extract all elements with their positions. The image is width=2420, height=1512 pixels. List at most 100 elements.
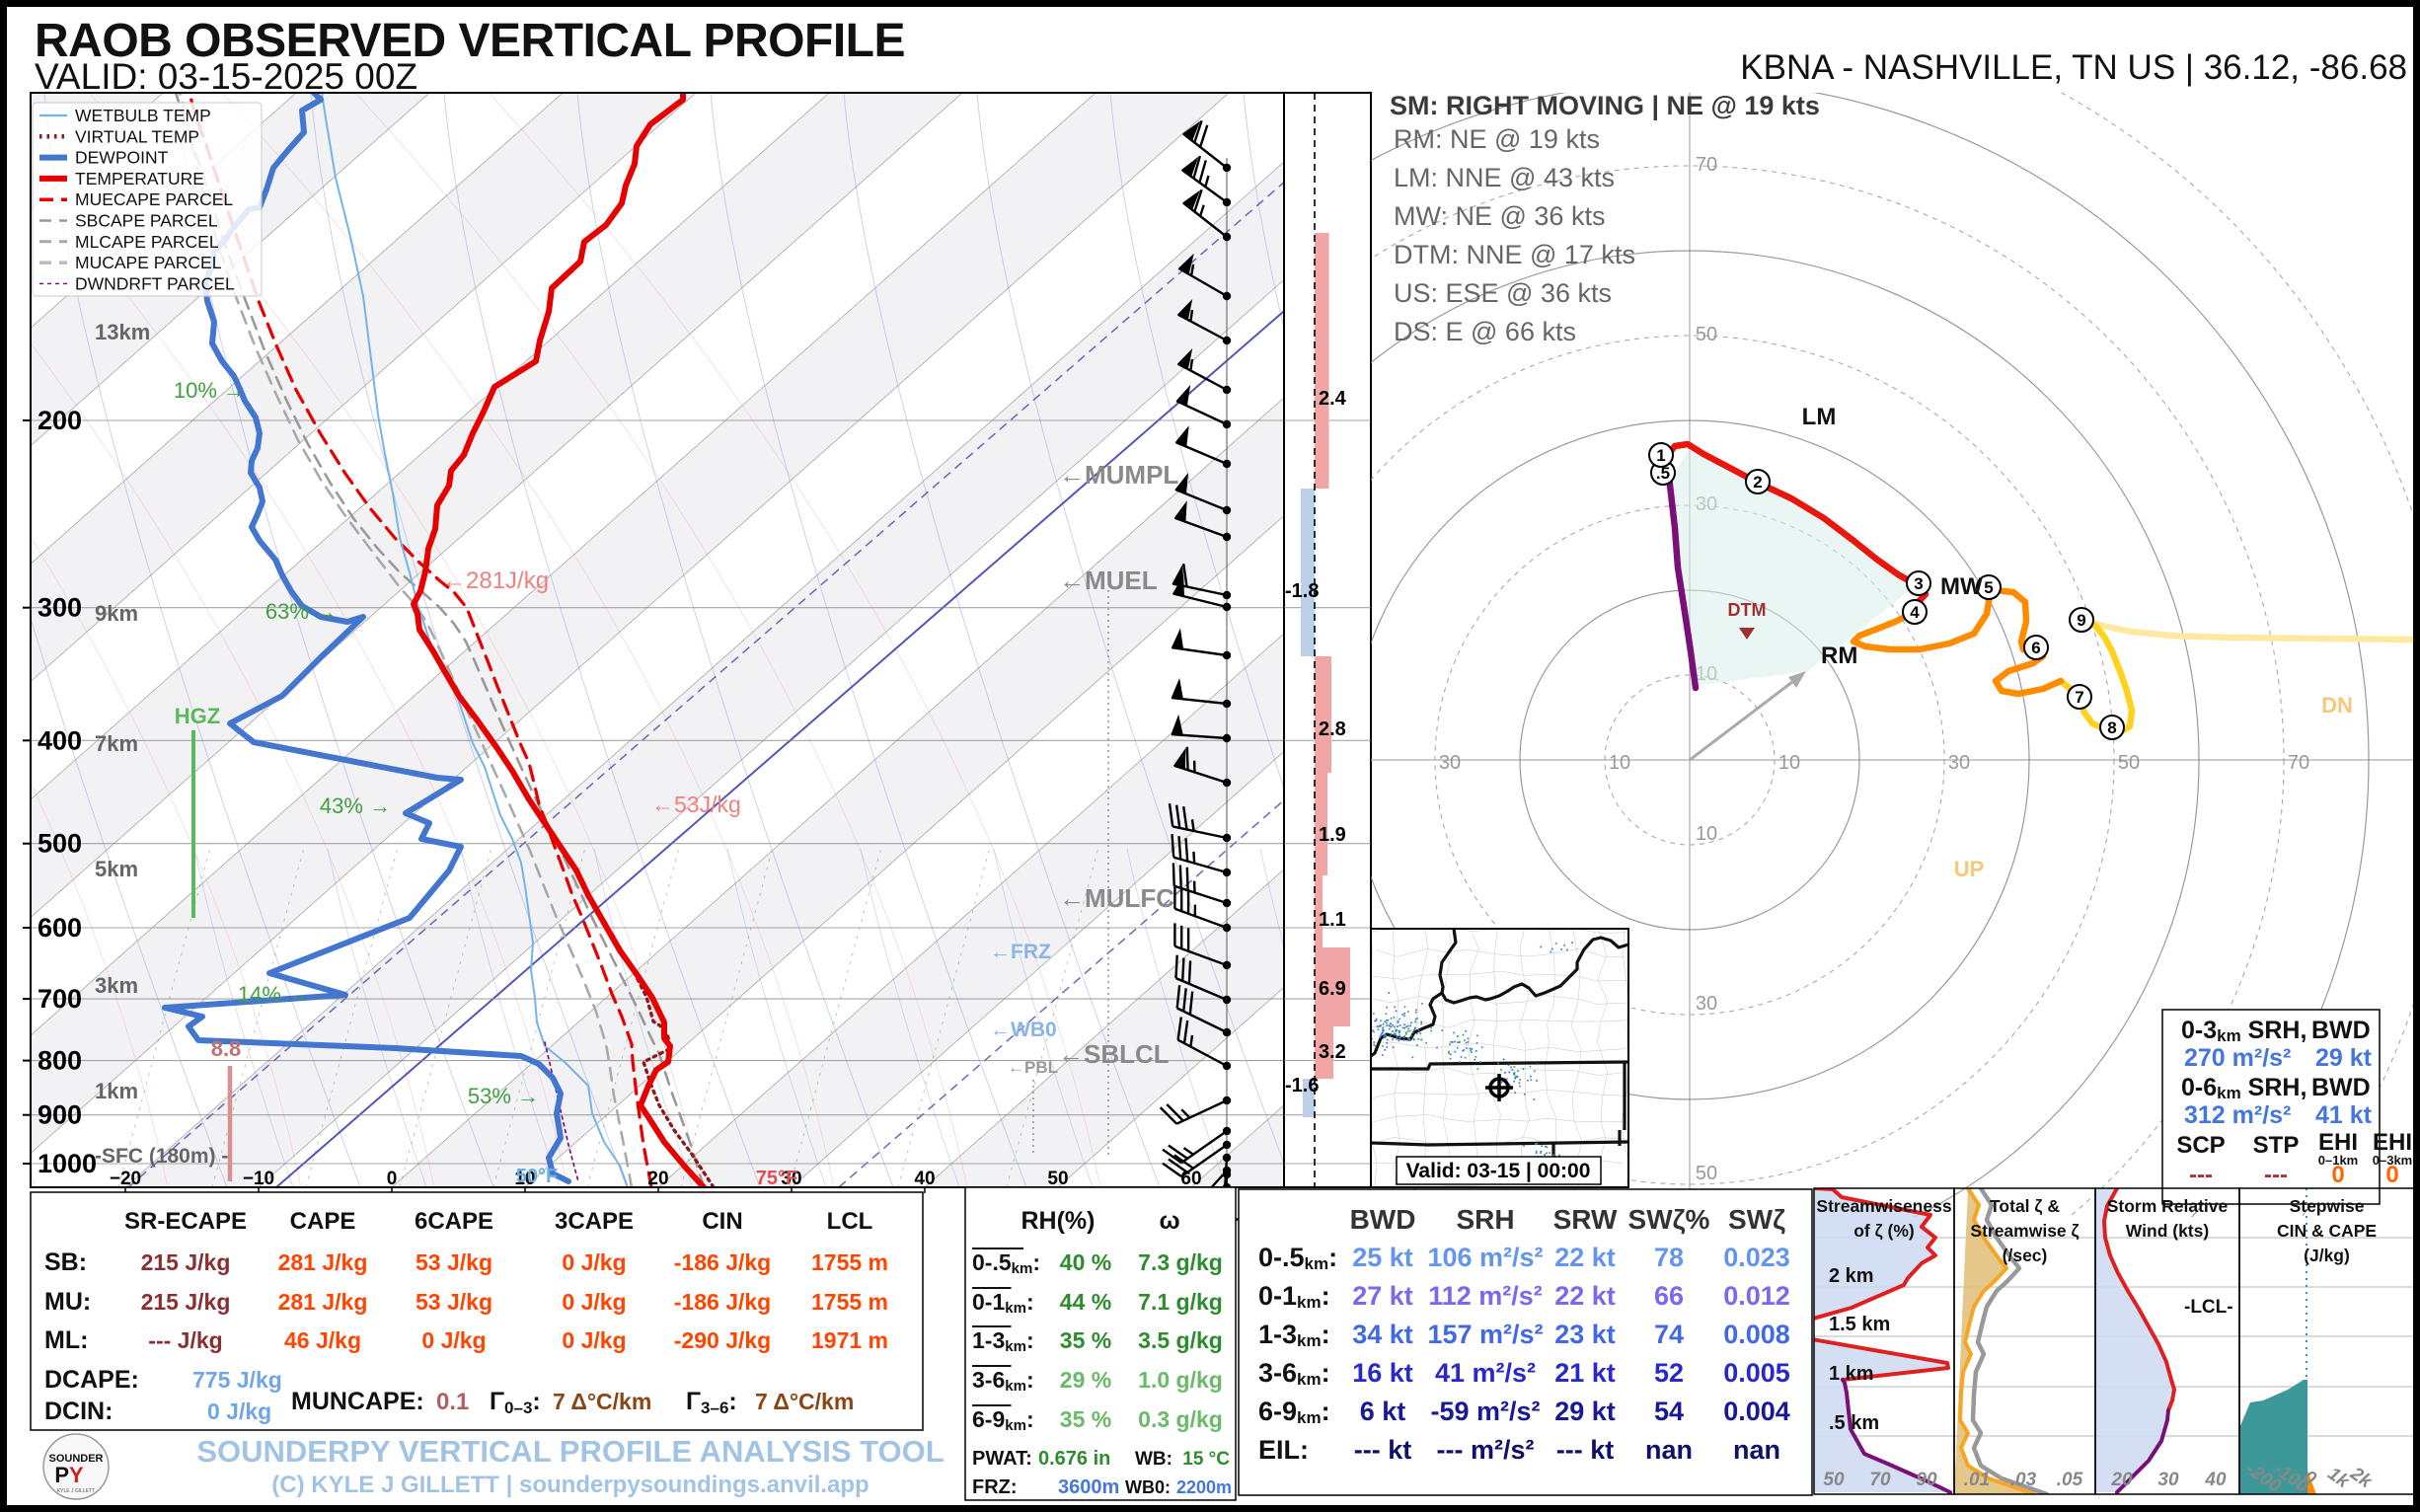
svg-text:DTM: DTM xyxy=(1728,600,1767,620)
svg-text:14% →: 14% → xyxy=(238,982,309,1007)
svg-text:MU:: MU: xyxy=(44,1288,91,1316)
svg-text:1971 m: 1971 m xyxy=(811,1327,888,1353)
svg-text:40 %: 40 % xyxy=(1060,1249,1111,1275)
svg-text:Streamwise ζ: Streamwise ζ xyxy=(1970,1221,2079,1242)
svg-text:2.8: 2.8 xyxy=(1319,718,1346,740)
svg-text:2200m: 2200m xyxy=(1176,1477,1232,1497)
svg-text:-59 m²/s²: -59 m²/s² xyxy=(1430,1397,1540,1426)
svg-text:35 %: 35 % xyxy=(1060,1327,1111,1353)
svg-text:←281J/kg: ←281J/kg xyxy=(442,567,549,594)
svg-text:43% →: 43% → xyxy=(320,794,391,818)
svg-text:EHI: EHI xyxy=(2373,1129,2412,1156)
svg-text:HGZ: HGZ xyxy=(175,704,220,728)
svg-text:29 kt: 29 kt xyxy=(2315,1044,2373,1072)
svg-text:0: 0 xyxy=(387,1169,398,1189)
svg-text:3CAPE: 3CAPE xyxy=(555,1208,634,1235)
svg-text:0-.5km:: 0-.5km: xyxy=(1258,1243,1337,1273)
svg-text:←53J/kg: ←53J/kg xyxy=(651,792,741,817)
svg-text:FRZ:: FRZ: xyxy=(972,1476,1018,1498)
svg-text:7: 7 xyxy=(2075,688,2083,707)
svg-text:29 %: 29 % xyxy=(1060,1367,1111,1393)
svg-text:50: 50 xyxy=(1696,324,1717,345)
svg-text:500: 500 xyxy=(38,829,82,859)
svg-text:Streamwiseness: Streamwiseness xyxy=(1816,1196,1951,1216)
svg-text:13km: 13km xyxy=(95,320,150,344)
svg-text:BWD: BWD xyxy=(1350,1204,1416,1235)
svg-text:34 kt: 34 kt xyxy=(1352,1320,1413,1349)
svg-text:900: 900 xyxy=(38,1100,82,1130)
svg-text:CIN & CAPE: CIN & CAPE xyxy=(2277,1221,2377,1241)
svg-text:30: 30 xyxy=(2157,1470,2179,1490)
svg-text:SR-ECAPE: SR-ECAPE xyxy=(124,1208,247,1235)
svg-text:MW: MW xyxy=(1940,573,1983,600)
svg-text:46 J/kg: 46 J/kg xyxy=(284,1327,361,1353)
svg-text:3: 3 xyxy=(1914,574,1923,593)
svg-text:SB:: SB: xyxy=(44,1248,87,1276)
svg-text:Storm Relative: Storm Relative xyxy=(2107,1196,2229,1216)
svg-text:0.004: 0.004 xyxy=(1723,1397,1790,1426)
svg-text:.5 km: .5 km xyxy=(1829,1412,1879,1434)
svg-text:10: 10 xyxy=(514,1169,535,1189)
svg-text:6.9: 6.9 xyxy=(1319,978,1346,1000)
svg-text:DEWPOINT: DEWPOINT xyxy=(75,148,169,168)
svg-text:DWNDRFT PARCEL: DWNDRFT PARCEL xyxy=(75,273,235,293)
svg-text:LM: LM xyxy=(1802,404,1837,430)
svg-text:5km: 5km xyxy=(95,857,138,881)
svg-text:--- kt: --- kt xyxy=(1556,1435,1614,1465)
svg-text:0-.5km:: 0-.5km: xyxy=(972,1249,1040,1277)
svg-text:---: --- xyxy=(2189,1162,2213,1188)
svg-text:40: 40 xyxy=(914,1169,935,1189)
svg-text:30: 30 xyxy=(1439,752,1461,774)
svg-text:EHI: EHI xyxy=(2318,1129,2358,1156)
svg-text:--- kt: --- kt xyxy=(1354,1435,1411,1465)
svg-text:66: 66 xyxy=(1654,1281,1684,1311)
svg-text:UP: UP xyxy=(1954,857,1985,881)
svg-text:52: 52 xyxy=(1654,1358,1684,1388)
svg-text:0 J/kg: 0 J/kg xyxy=(562,1249,626,1275)
svg-text:0–3km: 0–3km xyxy=(2373,1153,2412,1168)
svg-text:--- J/kg: --- J/kg xyxy=(148,1327,222,1353)
svg-text:30: 30 xyxy=(781,1169,801,1189)
svg-text:Wind (kts): Wind (kts) xyxy=(2126,1221,2209,1241)
svg-text:SCP: SCP xyxy=(2176,1132,2225,1159)
svg-text:50°F: 50°F xyxy=(516,1166,558,1187)
svg-text:MW: NE @ 36 kts: MW: NE @ 36 kts xyxy=(1394,201,1605,231)
svg-text:of ζ (%): of ζ (%) xyxy=(1853,1221,1915,1242)
svg-text:0.676 in: 0.676 in xyxy=(1038,1448,1110,1470)
svg-text:-290 J/kg: -290 J/kg xyxy=(674,1327,771,1353)
svg-text:0-3km SRH,: 0-3km SRH, xyxy=(2181,1017,2307,1045)
svg-text:VALID: 03-15-2025 00Z: VALID: 03-15-2025 00Z xyxy=(35,56,417,97)
svg-text:800: 800 xyxy=(38,1046,82,1076)
svg-text:ML:: ML: xyxy=(44,1326,88,1354)
svg-text:281 J/kg: 281 J/kg xyxy=(278,1289,368,1315)
svg-text:(J/kg): (J/kg) xyxy=(2304,1246,2350,1265)
svg-text:Total ζ &: Total ζ & xyxy=(1990,1196,2060,1217)
svg-text:1.1: 1.1 xyxy=(1319,909,1346,931)
svg-text:RM: NE @ 19 kts: RM: NE @ 19 kts xyxy=(1394,124,1600,154)
svg-text:78: 78 xyxy=(1654,1243,1684,1272)
svg-text:(C) KYLE J GILLETT | sounderpy: (C) KYLE J GILLETT | sounderpysoundings.… xyxy=(271,1472,869,1498)
svg-text:50: 50 xyxy=(1696,1163,1717,1184)
svg-text:21 kt: 21 kt xyxy=(1554,1358,1616,1388)
svg-text:WB:: WB: xyxy=(1135,1449,1172,1470)
svg-text:--- m²/s²: --- m²/s² xyxy=(1437,1435,1535,1465)
svg-text:112 m²/s²: 112 m²/s² xyxy=(1428,1281,1543,1311)
svg-text:0.008: 0.008 xyxy=(1723,1320,1790,1349)
svg-text:10% →: 10% → xyxy=(174,378,245,403)
svg-text:1.0 g/kg: 1.0 g/kg xyxy=(1138,1367,1223,1393)
svg-text:SWζ: SWζ xyxy=(1728,1204,1785,1235)
svg-text:Stepwise: Stepwise xyxy=(2290,1196,2365,1216)
svg-text:6: 6 xyxy=(2031,639,2040,657)
svg-text:---: --- xyxy=(2264,1162,2288,1188)
svg-text:7 Δ°C/km: 7 Δ°C/km xyxy=(553,1389,651,1414)
svg-text:BWD: BWD xyxy=(2311,1017,2371,1044)
svg-text:LM: NNE @ 43 kts: LM: NNE @ 43 kts xyxy=(1394,163,1615,192)
svg-text:(/sec): (/sec) xyxy=(2003,1246,2048,1265)
svg-text:CIN: CIN xyxy=(702,1208,742,1235)
svg-text:70: 70 xyxy=(2288,752,2309,774)
svg-text:600: 600 xyxy=(38,913,82,943)
svg-text:-186 J/kg: -186 J/kg xyxy=(674,1249,771,1275)
svg-text:0.3 g/kg: 0.3 g/kg xyxy=(1138,1406,1223,1432)
svg-text:7.3 g/kg: 7.3 g/kg xyxy=(1138,1249,1223,1275)
svg-text:0.1: 0.1 xyxy=(436,1389,469,1415)
